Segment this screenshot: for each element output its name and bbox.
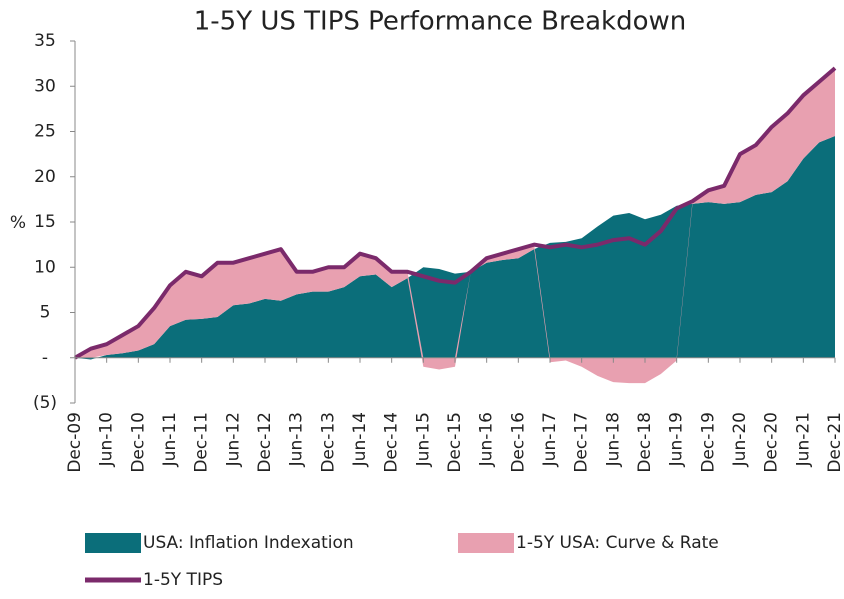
area-inflation (75, 136, 835, 360)
x-tick-label: Jun-17 (540, 412, 560, 467)
x-tick-label: Jun-13 (287, 412, 307, 467)
x-tick-label: Dec-16 (508, 412, 528, 473)
x-tick-label: Dec-11 (192, 412, 212, 473)
x-tick-label: Dec-17 (572, 412, 592, 473)
x-tick-label: Jun-16 (477, 412, 497, 467)
y-tick-label: 30 (34, 76, 56, 96)
x-tick-label: Jun-10 (97, 412, 117, 467)
y-tick-label: 25 (34, 122, 56, 142)
x-tick-label: Jun-11 (160, 412, 180, 467)
x-tick-label: Dec-20 (762, 412, 782, 473)
chart-title: 1-5Y US TIPS Performance Breakdown (194, 7, 687, 37)
y-tick-label: (5) (33, 393, 57, 413)
legend-label: 1-5Y USA: Curve & Rate (516, 533, 719, 553)
y-tick-label: 10 (34, 257, 56, 277)
x-tick-label: Jun-21 (793, 412, 813, 467)
legend-label: USA: Inflation Indexation (143, 533, 354, 553)
y-tick-label: 15 (34, 212, 56, 232)
x-tick-label: Dec-13 (318, 412, 338, 473)
x-tick-label: Dec-10 (128, 412, 148, 473)
y-tick-label: 5 (40, 303, 51, 323)
x-tick-label: Dec-18 (635, 412, 655, 473)
x-tick-label: Jun-20 (730, 412, 750, 467)
x-tick-label: Jun-14 (350, 412, 370, 467)
x-tick-label: Jun-18 (603, 412, 623, 467)
legend-swatch (85, 533, 141, 553)
legend-swatch (458, 533, 514, 553)
x-tick-label: Dec-14 (382, 412, 402, 473)
x-tick-label: Jun-15 (413, 412, 433, 467)
x-tick-label: Dec-21 (825, 412, 844, 473)
legend-label: 1-5Y TIPS (143, 570, 223, 590)
x-tick-label: Jun-12 (223, 412, 243, 467)
x-tick-label: Dec-09 (65, 412, 85, 473)
x-tick-label: Dec-19 (698, 412, 718, 473)
y-axis-label: % (10, 213, 26, 233)
x-tick-label: Dec-12 (255, 412, 275, 473)
x-tick-label: Jun-19 (667, 412, 687, 467)
line-tips (74, 66, 837, 360)
y-tick-label: 35 (34, 31, 56, 51)
x-tick-label: Dec-15 (445, 412, 465, 473)
y-tick-label: - (42, 348, 48, 368)
y-tick-label: 20 (34, 167, 56, 187)
